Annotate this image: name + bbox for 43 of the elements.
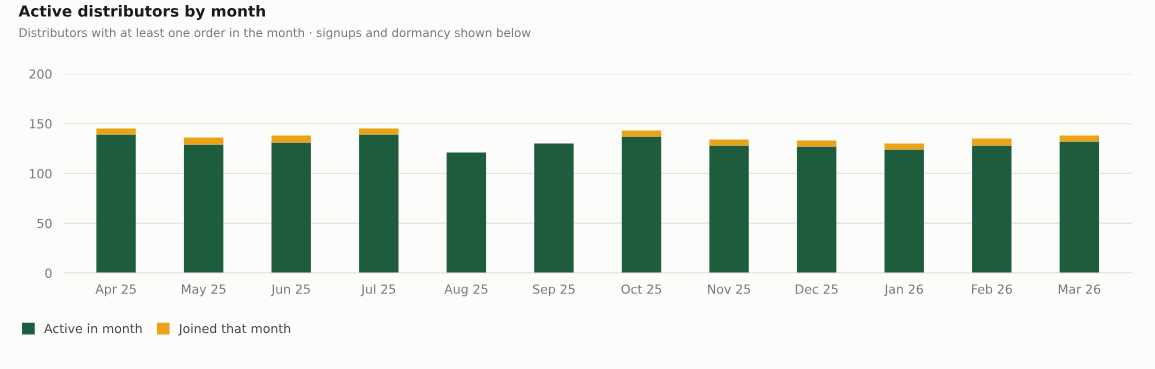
bar [1059, 135, 1100, 142]
x-tick-label: Mar 26 [1058, 284, 1101, 294]
y-tick-label: 200 [29, 69, 52, 79]
x-tick-label: Jun 25 [270, 284, 310, 297]
y-tick-label: 0 [45, 268, 52, 278]
x-tick-label: Dec 25 [795, 284, 838, 294]
bar [446, 152, 487, 274]
legend-label: Active in month [44, 323, 142, 334]
bar [534, 143, 574, 274]
bar [972, 145, 1012, 274]
bar [884, 149, 924, 274]
chart-subtitle: Distributors with at least one order in the month · signups and dormancy shown below [19, 27, 531, 40]
x-tick-label: Apr 25 [95, 284, 136, 297]
x-tick-label: Jul 25 [360, 284, 396, 297]
bar [709, 139, 749, 146]
bar [796, 146, 837, 274]
x-tick-label: Sep 25 [533, 284, 575, 297]
bar [183, 137, 224, 145]
bar [96, 128, 136, 135]
y-tick-label: 100 [29, 168, 52, 179]
chart-title: Active distributors by month [18, 5, 265, 20]
bar [271, 135, 311, 143]
legend-label: Joined that month [178, 323, 291, 336]
y-tick-label: 50 [37, 218, 52, 229]
bar [621, 130, 662, 137]
x-tick-label: May 25 [182, 284, 226, 297]
bar [359, 134, 399, 274]
bar [359, 128, 399, 135]
bar [96, 134, 136, 274]
x-tick-label: Aug 25 [444, 284, 488, 297]
x-tick-label: Nov 25 [708, 284, 751, 294]
x-tick-label: Oct 25 [621, 284, 662, 294]
y-tick-label: 150 [29, 119, 52, 129]
bar [1059, 141, 1100, 274]
bar [709, 145, 749, 274]
x-tick-label: Feb 26 [972, 284, 1012, 294]
bar [884, 143, 924, 150]
x-tick-label: Jan 26 [883, 284, 923, 297]
bar [271, 142, 311, 274]
bar [796, 140, 837, 147]
bar [972, 138, 1012, 146]
bar [621, 136, 662, 274]
bar [183, 144, 224, 274]
